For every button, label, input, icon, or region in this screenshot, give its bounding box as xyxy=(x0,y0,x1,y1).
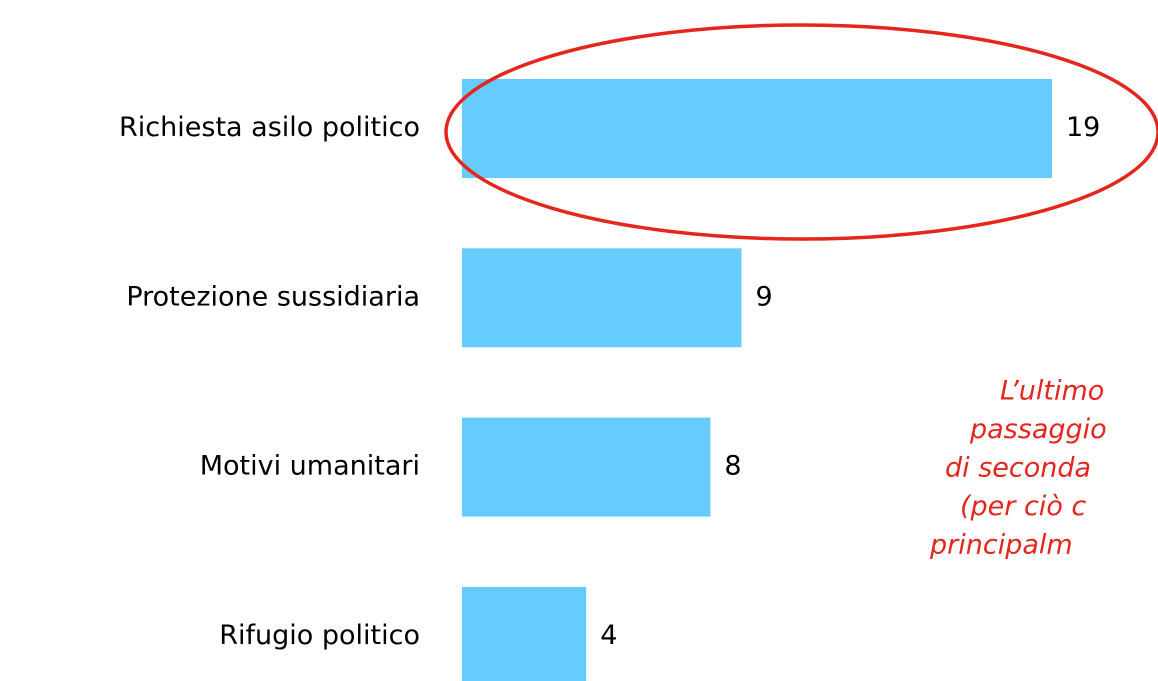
category-label: Motivi umanitari xyxy=(200,451,420,482)
value-label: 4 xyxy=(600,620,617,651)
category-label: Protezione sussidiaria xyxy=(126,281,420,312)
bar xyxy=(462,586,587,681)
value-label: 8 xyxy=(724,451,741,482)
annotation-line: principalm xyxy=(929,530,1073,561)
annotation-line: di seconda xyxy=(945,453,1091,484)
category-label: Rifugio politico xyxy=(219,620,420,651)
value-label: 9 xyxy=(755,281,772,312)
annotation-line: passaggio xyxy=(969,414,1107,445)
annotation-line: (per ciò c xyxy=(960,491,1086,522)
value-label: 19 xyxy=(1066,112,1100,143)
annotation-line: L’ultimo xyxy=(1000,376,1104,407)
bar xyxy=(462,79,1052,178)
bar xyxy=(462,417,711,517)
highlight-ellipse xyxy=(444,23,1158,241)
bar xyxy=(462,248,742,348)
category-label: Richiesta asilo politico xyxy=(119,112,420,143)
